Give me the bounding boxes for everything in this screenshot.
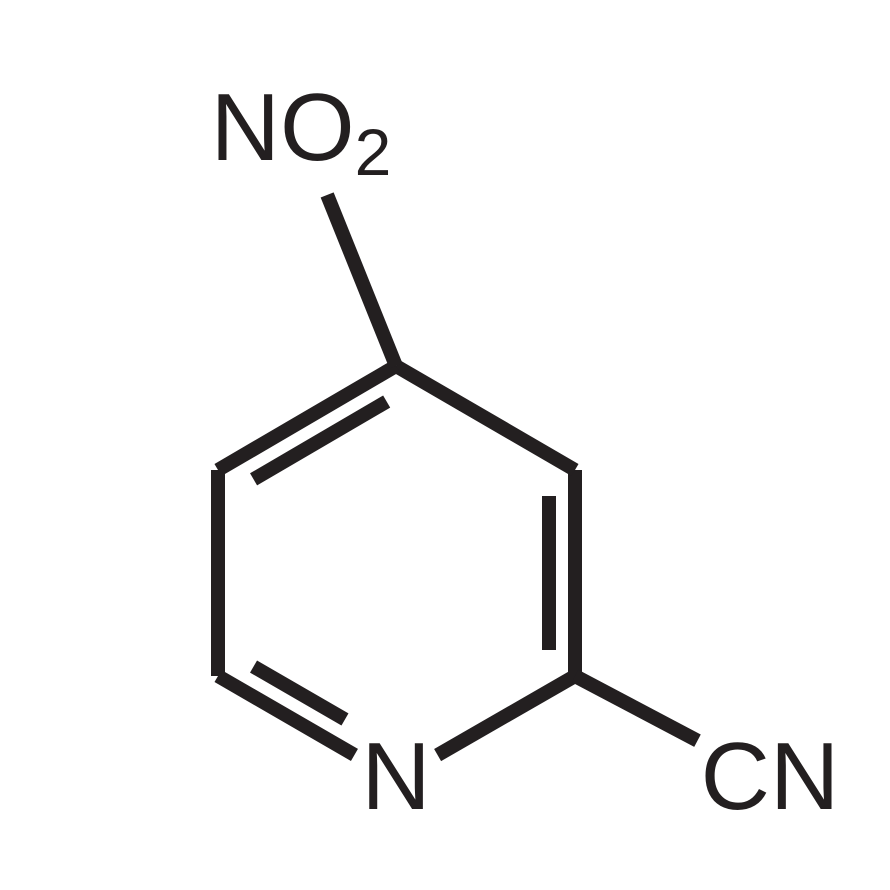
bond-line	[327, 195, 396, 366]
bond-line	[396, 366, 575, 470]
bond-line	[438, 676, 575, 755]
atom-label-no2: NO2	[211, 74, 392, 189]
chemical-structure-svg: N NO2 CN	[0, 0, 890, 890]
atom-label-n1: N	[361, 723, 430, 830]
atom-label-cn: CN	[701, 723, 840, 830]
bond-line	[575, 676, 697, 741]
